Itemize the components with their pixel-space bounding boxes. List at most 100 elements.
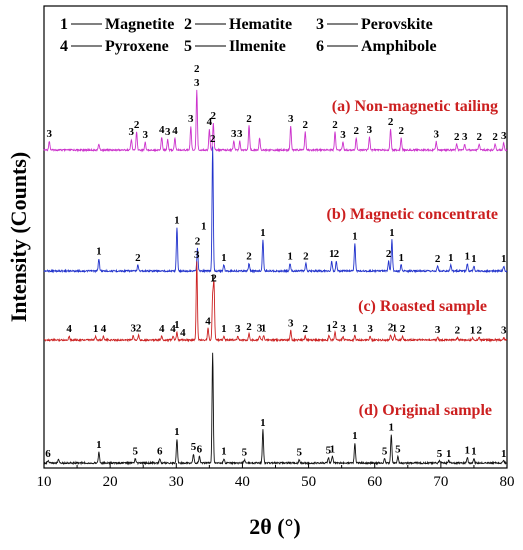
peak-label: 3 xyxy=(435,324,441,336)
peak-label: 4 xyxy=(180,327,186,339)
peak-label: 2 xyxy=(388,116,394,128)
legend-label-6: Amphibole xyxy=(361,38,437,55)
x-tick-label: 10 xyxy=(37,474,52,490)
legend-number-4: 4 xyxy=(60,38,68,55)
peak-label: 2 xyxy=(303,119,309,131)
peak-label: 2 xyxy=(332,319,338,331)
peak-label: 2 xyxy=(455,325,461,337)
x-tick-label: 50 xyxy=(301,474,316,490)
peak-label: 5 xyxy=(242,447,248,459)
peak-label: 1 xyxy=(389,227,395,239)
peak-label: 1 xyxy=(398,252,404,264)
peak-label: 1 xyxy=(465,251,471,263)
peak-label: 3 xyxy=(367,323,373,335)
peak-label: 3 xyxy=(501,130,507,142)
peak-label: 4 xyxy=(101,323,107,335)
peak-label: 3 xyxy=(194,249,200,261)
peak-label: 2 xyxy=(135,252,141,264)
peak-label: 2 xyxy=(195,236,201,248)
peak-label: 1 xyxy=(221,446,227,458)
legend-number-3: 3 xyxy=(316,16,324,33)
peak-label: 1 xyxy=(330,443,336,455)
peak-label: 6 xyxy=(157,446,163,458)
peak-label: 3 xyxy=(194,77,200,89)
peak-label: 2 xyxy=(398,125,404,137)
peak-label: 1 xyxy=(392,322,398,334)
peak-label: 3 xyxy=(188,113,194,125)
peak-label: 1 xyxy=(96,246,102,258)
peak-label: 2 xyxy=(246,113,252,125)
peak-label: 3 xyxy=(433,129,439,141)
peak-label: 1 xyxy=(471,446,477,458)
peak-label: 2 xyxy=(194,63,200,75)
peak-label: 3 xyxy=(47,128,53,140)
series-line-3 xyxy=(43,261,508,343)
peak-label: 2 xyxy=(211,110,217,122)
x-axis-label: 2θ (°) xyxy=(249,514,300,539)
peak-label: 1 xyxy=(210,272,216,284)
peak-label: 4 xyxy=(207,116,213,128)
legend-number-5: 5 xyxy=(184,38,192,55)
peak-label: 3 xyxy=(462,131,468,143)
peak-label: 3 xyxy=(131,322,137,334)
peak-label: 3 xyxy=(340,323,346,335)
series-label-2: (b) Magnetic concentrate xyxy=(327,206,499,223)
peak-label: 1 xyxy=(261,322,267,334)
peak-label: 2 xyxy=(210,133,216,145)
legend-number-2: 2 xyxy=(184,16,192,33)
series-line-4 xyxy=(43,352,508,466)
peak-label: 1 xyxy=(352,322,358,334)
series-line-2 xyxy=(43,146,508,274)
peak-label: 1 xyxy=(446,448,452,460)
peak-label: 5 xyxy=(395,443,401,455)
peak-label: 2 xyxy=(353,125,359,137)
series-layer xyxy=(43,89,508,466)
legend-label-2: Hematite xyxy=(229,16,292,33)
peak-label: 2 xyxy=(476,325,482,337)
peak-label: 1 xyxy=(174,214,180,226)
peak-label: 2 xyxy=(400,323,406,335)
legend-number-6: 6 xyxy=(316,38,324,55)
peak-label: 2 xyxy=(134,119,140,131)
peak-label: 1 xyxy=(501,448,507,460)
peak-label: 1 xyxy=(287,251,293,263)
peak-label: 3 xyxy=(501,325,507,337)
series-label-4: (d) Original sample xyxy=(359,402,492,419)
series-line-1 xyxy=(43,89,508,153)
peak-label: 3 xyxy=(231,128,237,140)
legend-label-3: Perovskite xyxy=(361,16,433,33)
peak-label: 5 xyxy=(297,447,303,459)
peak-label: 2 xyxy=(386,248,392,260)
peak-label: 4 xyxy=(172,125,178,137)
peak-label: 2 xyxy=(492,131,498,143)
peak-label: 6 xyxy=(45,448,51,460)
x-tick-label: 20 xyxy=(103,474,118,490)
peak-label: 3 xyxy=(142,129,148,141)
series-label-1: (a) Non-magnetic tailing xyxy=(332,98,498,115)
peak-label: 4 xyxy=(66,323,72,335)
x-tick-label: 30 xyxy=(169,474,184,490)
y-axis-label: Intensity (Counts) xyxy=(6,152,31,323)
peak-label: 2 xyxy=(454,131,460,143)
x-tick-label: 60 xyxy=(367,474,382,490)
peak-label: 1 xyxy=(352,231,358,243)
x-tick-label: 40 xyxy=(235,474,250,490)
peak-label: 1 xyxy=(221,323,227,335)
peak-label: 4 xyxy=(159,323,165,335)
peak-label: 2 xyxy=(388,322,394,334)
peak-label: 6 xyxy=(197,443,203,455)
x-tick-label: 80 xyxy=(500,474,515,490)
x-tick-label: 70 xyxy=(433,474,448,490)
peak-label: 2 xyxy=(136,322,142,334)
series-label-3: (c) Roasted sample xyxy=(358,298,487,315)
peak-label: 2 xyxy=(334,248,340,260)
peak-label: 4 xyxy=(205,315,211,327)
peak-label: 2 xyxy=(246,321,252,333)
peak-label: 2 xyxy=(303,323,309,335)
peak-label: 2 xyxy=(332,119,338,131)
peak-label: 2 xyxy=(303,251,309,263)
peak-label: 1 xyxy=(389,421,395,433)
peak-label: 5 xyxy=(133,446,139,458)
legend: 1 Magnetite 2 Hematite 3 Perovskite 4 Pyroxene 5… xyxy=(60,16,437,55)
